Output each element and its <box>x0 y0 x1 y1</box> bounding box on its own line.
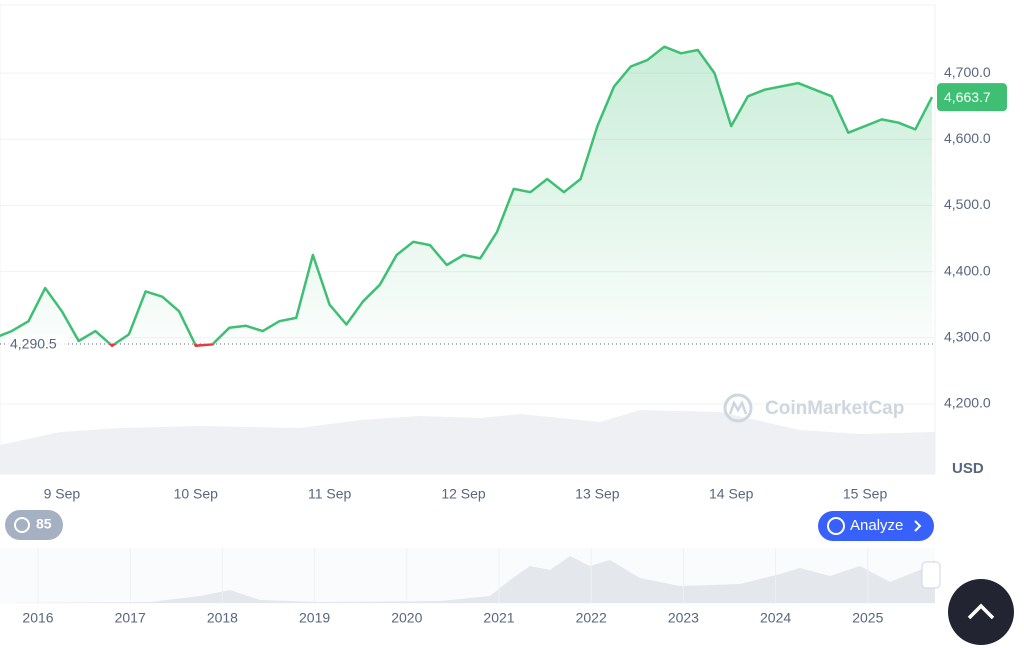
analyze-chevron <box>914 520 922 532</box>
watermark: CoinMarketCap <box>723 393 904 423</box>
price-area <box>0 46 932 346</box>
analyze-label: Analyze <box>850 517 903 534</box>
navigator-year: 2019 <box>299 610 330 626</box>
y-tick-label: 4,300.0 <box>944 328 991 344</box>
navigator-year: 2020 <box>391 610 422 626</box>
history-icon <box>14 517 30 533</box>
volume-area <box>0 410 935 474</box>
reference-label: 4,290.5 <box>10 336 57 352</box>
navigator-year: 2025 <box>852 610 883 626</box>
watermark-text: CoinMarketCap <box>765 398 904 419</box>
navigator-area <box>0 556 935 603</box>
badge-count: 85 <box>36 516 52 532</box>
navigator-year: 2022 <box>576 610 607 626</box>
x-tick-label: 12 Sep <box>441 486 486 502</box>
price-line <box>0 45 934 347</box>
x-tick-label: 15 Sep <box>843 486 888 502</box>
badge-bg <box>5 510 63 540</box>
last-price-bg <box>937 83 1007 112</box>
currency-label: USD <box>952 460 984 477</box>
navigator-year: 2021 <box>483 610 514 626</box>
x-tick-label: 14 Sep <box>709 486 754 502</box>
y-tick-label: 4,200.0 <box>944 395 991 411</box>
reference-label-bg <box>6 335 68 354</box>
y-tick-label: 4,700.0 <box>944 64 991 80</box>
navigator: 2016 2017 2018 2019 2020 2021 2022 2023 2024 2025 <box>0 548 941 626</box>
navigator-year: 2018 <box>207 610 238 626</box>
x-tick-label: 10 Sep <box>174 486 219 502</box>
price-series <box>0 45 935 348</box>
scroll-top-chevron <box>967 603 995 620</box>
navigator-year: 2016 <box>22 610 53 626</box>
navigator-year: 2023 <box>668 610 699 626</box>
y-tick-label: 4,600.0 <box>944 130 991 146</box>
scroll-top-button[interactable] <box>948 579 1014 645</box>
x-tick-label: 9 Sep <box>44 486 81 502</box>
last-price-label: 4,663.7 <box>944 89 991 105</box>
scroll-top-bg <box>948 579 1014 645</box>
analyze-bg <box>818 511 934 541</box>
navigator-handle[interactable] <box>921 561 941 589</box>
y-tick-label: 4,500.0 <box>944 196 991 212</box>
y-tick-label: 4,400.0 <box>944 262 991 278</box>
history-badge[interactable]: 85 <box>5 510 63 540</box>
navigator-year: 2024 <box>760 610 791 626</box>
analyze-icon <box>827 517 845 535</box>
analyze-button[interactable]: Analyze <box>818 511 934 541</box>
navigator-year: 2017 <box>115 610 146 626</box>
x-tick-label: 13 Sep <box>575 486 620 502</box>
x-tick-label: 11 Sep <box>308 486 352 502</box>
